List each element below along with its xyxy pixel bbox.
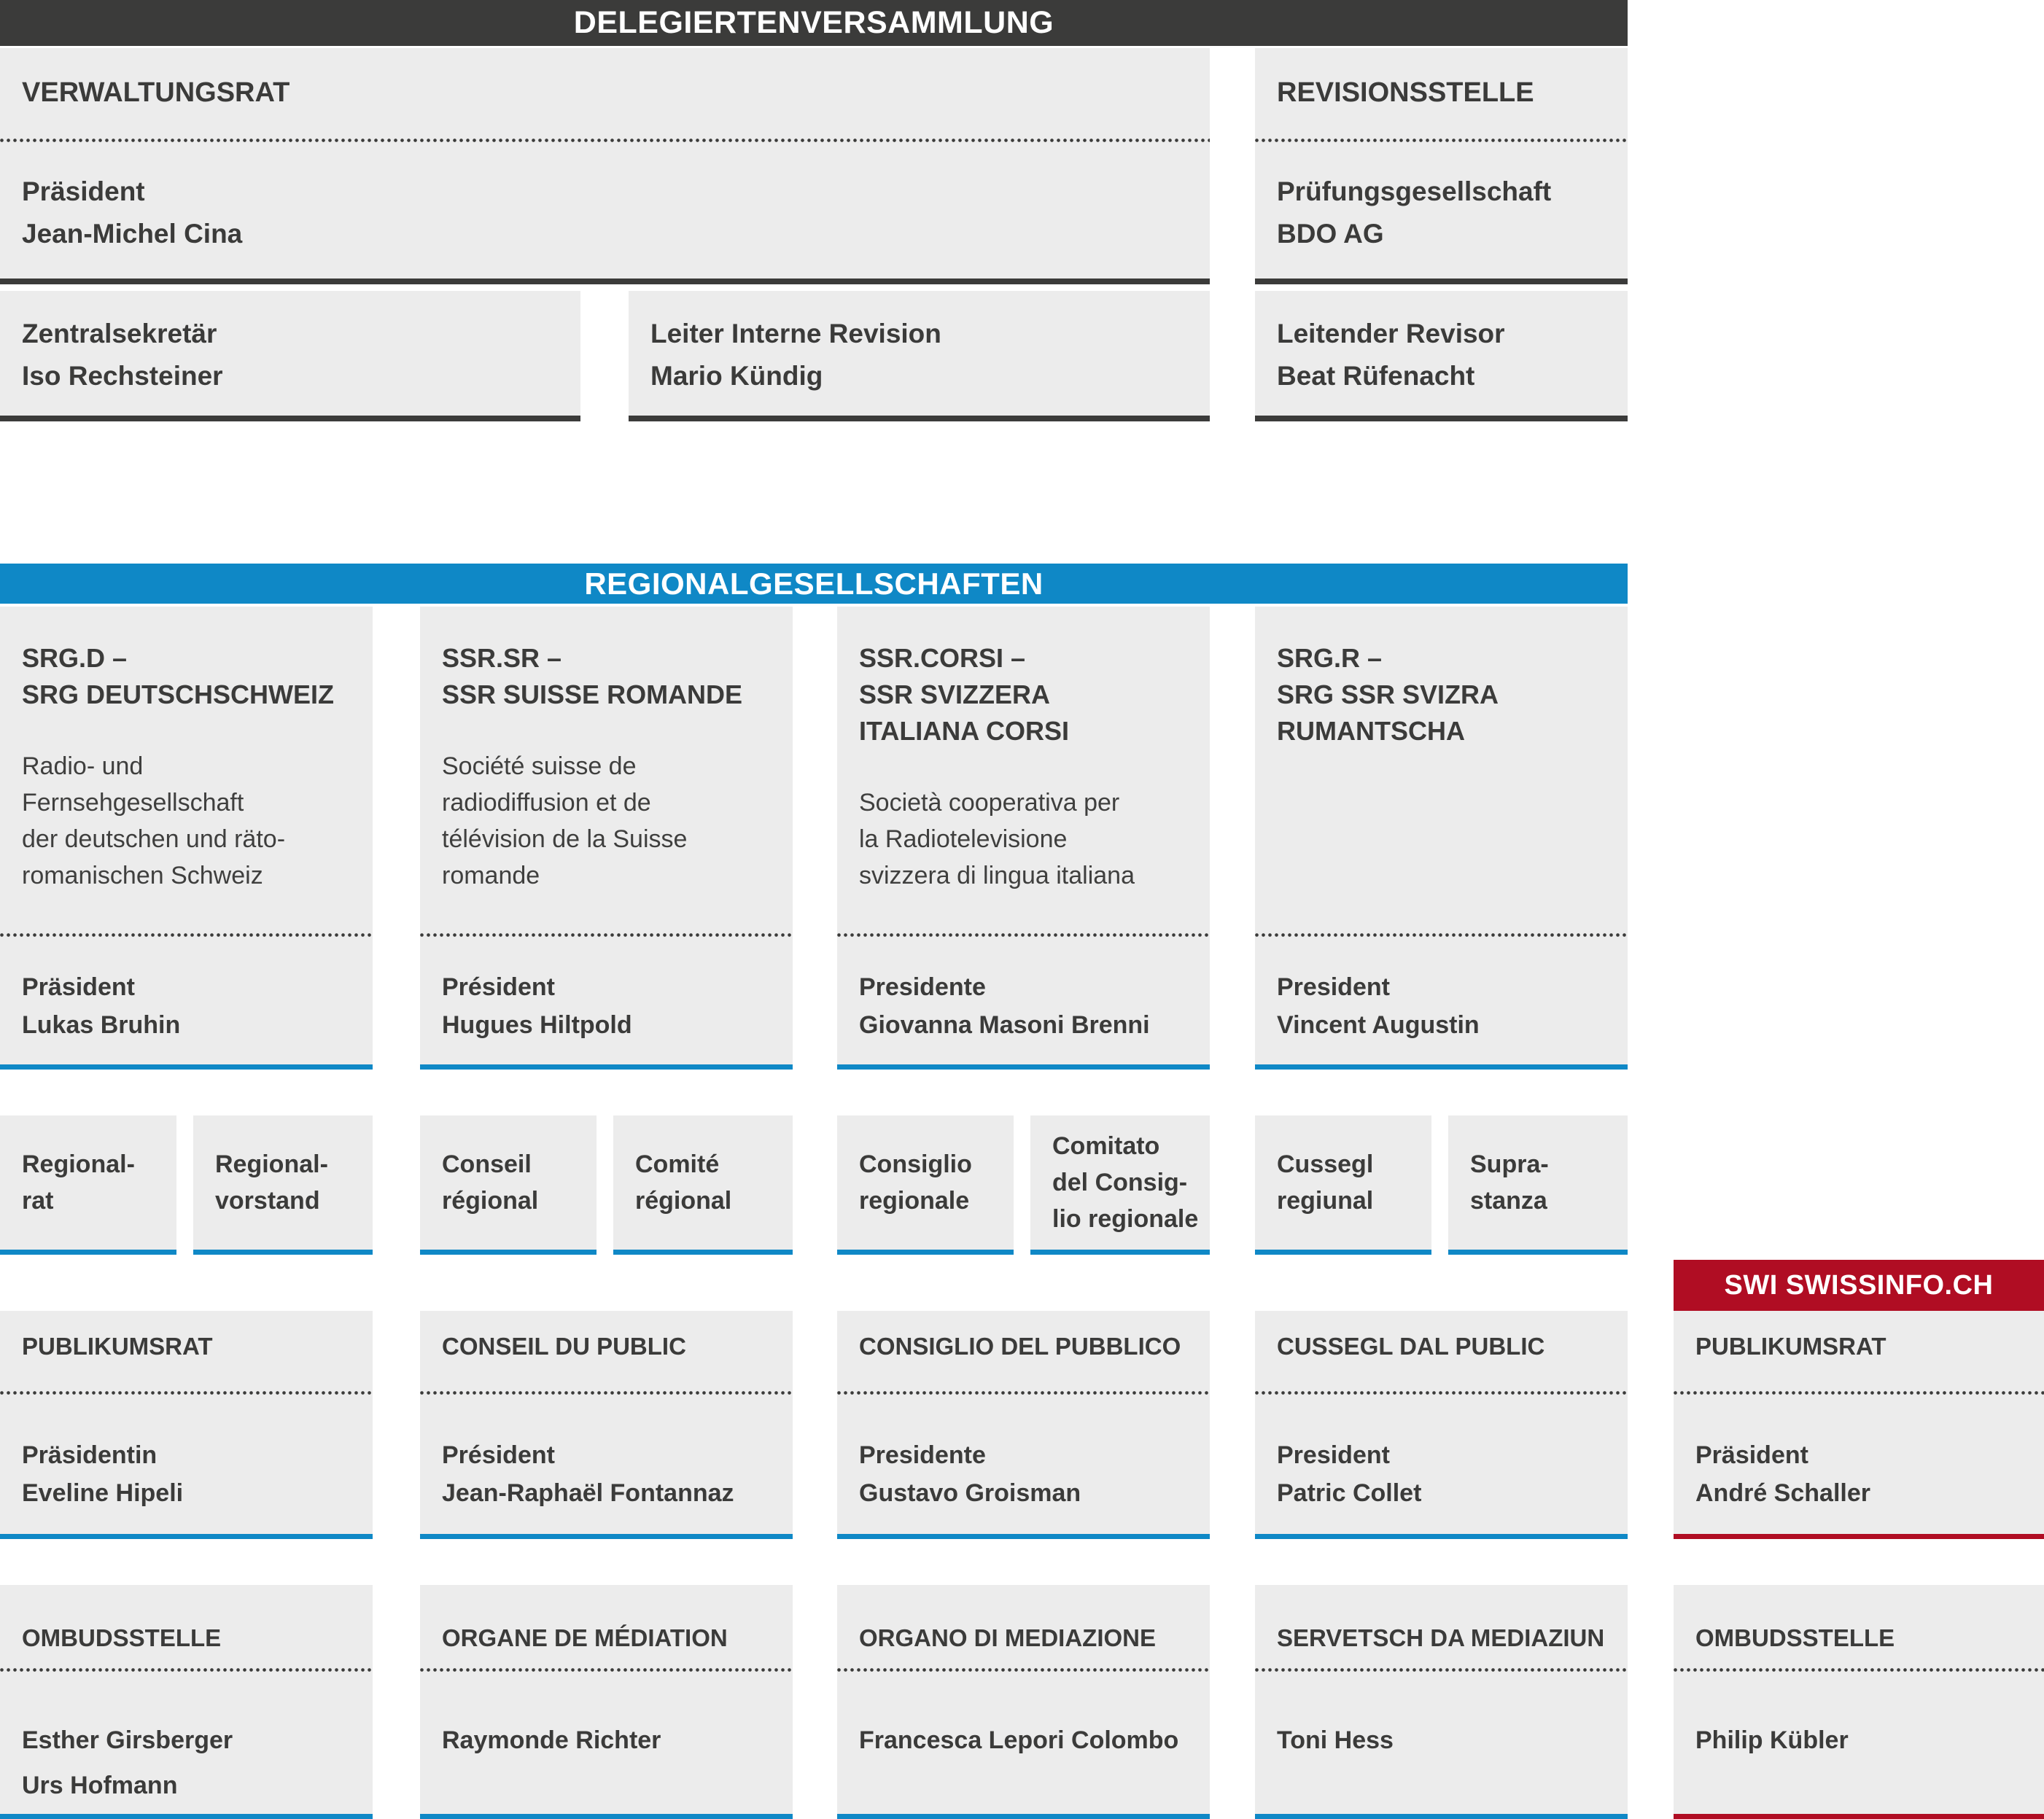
council-label: Conseil régional — [442, 1150, 539, 1215]
conseil-du-public-box: CONSEIL DU PUBLIC Président Jean-Raphaël… — [420, 1311, 793, 1539]
swissinfo-title: SWI SWISSINFO.CH — [1724, 1269, 1994, 1301]
company-title: SSR.SR – SSR SUISSE ROMANDE — [442, 643, 743, 709]
dotted-divider — [1255, 933, 1628, 937]
company-title: SRG.D – SRG DEUTSCHSCHWEIZ — [22, 643, 335, 709]
ombuds-names: Philip Kübler — [1695, 1726, 1849, 1754]
dotted-divider — [1255, 1391, 1628, 1395]
organo-di-mediazione-box: ORGANO DI MEDIAZIONE Francesca Lepori Co… — [837, 1585, 1210, 1819]
regional-companies-bar: REGIONALGESELLSCHAFTEN — [0, 564, 1628, 604]
council-label: Comitato del Consig- lio regionale — [1052, 1132, 1199, 1233]
public-council-title: CUSSEGL DAL PUBLIC — [1277, 1333, 1545, 1360]
company-title: SRG.R – SRG SSR SVIZRA RUMANTSCHA — [1277, 643, 1499, 746]
consiglio-del-pubblico-box: CONSIGLIO DEL PUBBLICO Presidente Gustav… — [837, 1311, 1210, 1539]
council-label: Regional- rat — [22, 1150, 135, 1215]
council-label: Cussegl regiunal — [1277, 1150, 1374, 1215]
delegates-assembly-bar: DELEGIERTENVERSAMMLUNG — [0, 0, 1628, 46]
company-president: President Vincent Augustin — [1277, 973, 1480, 1039]
council-label: Supra- stanza — [1470, 1150, 1549, 1215]
public-council-president: Presidente Gustavo Groisman — [859, 1441, 1081, 1507]
verwaltungsrat-box: VERWALTUNGSRAT Präsident Jean-Michel Cin… — [0, 48, 1210, 284]
dotted-divider — [1674, 1391, 2044, 1395]
council-box-conseil-regional: Conseil régional — [420, 1115, 597, 1255]
company-president: Président Hugues Hiltpold — [442, 973, 632, 1039]
public-council-title: CONSEIL DU PUBLIC — [442, 1333, 686, 1360]
council-box-consiglio-regionale: Consiglio regionale — [837, 1115, 1014, 1255]
company-box-ssrsr: SSR.SR – SSR SUISSE ROMANDE Société suis… — [420, 607, 793, 1070]
dotted-divider — [420, 933, 793, 937]
company-description: Radio- und Fernsehgesellschaft der deuts… — [22, 752, 286, 889]
publikumsrat-box-srgd: PUBLIKUMSRAT Präsidentin Eveline Hipeli — [0, 1311, 373, 1539]
ombuds-names: Raymonde Richter — [442, 1726, 661, 1754]
public-council-president: Präsident André Schaller — [1695, 1441, 1870, 1507]
zentralsekretaer-box: Zentralsekretär Iso Rechsteiner — [0, 291, 580, 421]
company-box-ssrcorsi: SSR.CORSI – SSR SVIZZERA ITALIANA CORSI … — [837, 607, 1210, 1070]
council-label: Comité régional — [635, 1150, 732, 1215]
dotted-divider — [837, 1391, 1210, 1395]
public-council-president: Präsidentin Eveline Hipeli — [22, 1441, 184, 1507]
dotted-divider — [1255, 139, 1628, 142]
council-box-regionalvorstand: Regional- vorstand — [193, 1115, 373, 1255]
interne-revision-box: Leiter Interne Revision Mario Kündig — [629, 291, 1210, 421]
council-box-comite-regional: Comité régional — [613, 1115, 793, 1255]
dotted-divider — [420, 1391, 793, 1395]
regional-companies-title: REGIONALGESELLSCHAFTEN — [584, 566, 1044, 601]
ombuds-names: Esther Girsberger Urs Hofmann — [22, 1726, 233, 1799]
company-title: SSR.CORSI – SSR SVIZZERA ITALIANA CORSI — [859, 643, 1069, 746]
servetsch-da-mediaziun-box: SERVETSCH DA MEDIAZIUN Toni Hess — [1255, 1585, 1628, 1819]
verwaltungsrat-president: Präsident Jean-Michel Cina — [22, 176, 243, 249]
dotted-divider — [0, 933, 373, 937]
revisionsstelle-title: REVISIONSSTELLE — [1277, 77, 1534, 108]
dotted-divider — [0, 139, 1210, 142]
leitender-revisor-detail: Leitender Revisor Beat Rüfenacht — [1277, 319, 1505, 391]
dotted-divider — [1255, 1668, 1628, 1672]
council-box-regionalrat: Regional- rat — [0, 1115, 176, 1255]
ombuds-title: SERVETSCH DA MEDIAZIUN — [1277, 1624, 1605, 1651]
ombuds-title: OMBUDSSTELLE — [1695, 1624, 1895, 1651]
ombuds-title: ORGANE DE MÉDIATION — [442, 1624, 728, 1651]
ombudsstelle-box-swissinfo: OMBUDSSTELLE Philip Kübler — [1674, 1585, 2044, 1819]
dotted-divider — [837, 933, 1210, 937]
public-council-president: President Patric Collet — [1277, 1441, 1422, 1507]
council-box-suprastanza: Supra- stanza — [1448, 1115, 1628, 1255]
council-box-cussegl-regiunal: Cussegl regiunal — [1255, 1115, 1431, 1255]
company-description: Société suisse de radiodiffusion et de t… — [442, 752, 688, 889]
ombuds-title: ORGANO DI MEDIAZIONE — [859, 1624, 1157, 1651]
council-box-comitato-consiglio: Comitato del Consig- lio regionale — [1030, 1115, 1210, 1255]
ombuds-title: OMBUDSSTELLE — [22, 1624, 222, 1651]
delegates-assembly-title: DELEGIERTENVERSAMMLUNG — [573, 5, 1054, 40]
leitender-revisor-box: Leitender Revisor Beat Rüfenacht — [1255, 291, 1628, 421]
publikumsrat-box-swissinfo: PUBLIKUMSRAT Präsident André Schaller — [1674, 1311, 2044, 1539]
council-label: Regional- vorstand — [215, 1150, 328, 1215]
verwaltungsrat-title: VERWALTUNGSRAT — [22, 77, 290, 108]
company-description: Società cooperativa per la Radiotelevisi… — [859, 789, 1135, 889]
organe-de-mediation-box: ORGANE DE MÉDIATION Raymonde Richter — [420, 1585, 793, 1819]
zentralsekretaer-detail: Zentralsekretär Iso Rechsteiner — [22, 319, 223, 391]
company-president: Präsident Lukas Bruhin — [22, 973, 181, 1039]
company-box-srgr: SRG.R – SRG SSR SVIZRA RUMANTSCHA Presid… — [1255, 607, 1628, 1070]
dotted-divider — [420, 1668, 793, 1672]
public-council-president: Président Jean-Raphaël Fontannaz — [442, 1441, 734, 1507]
swissinfo-bar: SWI SWISSINFO.CH — [1674, 1260, 2044, 1311]
dotted-divider — [837, 1668, 1210, 1672]
dotted-divider — [0, 1668, 373, 1672]
cussegl-dal-public-box: CUSSEGL DAL PUBLIC President Patric Coll… — [1255, 1311, 1628, 1539]
ombudsstelle-box-srgd: OMBUDSSTELLE Esther Girsberger Urs Hofma… — [0, 1585, 373, 1819]
public-council-title: PUBLIKUMSRAT — [1695, 1333, 1886, 1360]
dotted-divider — [1674, 1668, 2044, 1672]
council-label: Consiglio regionale — [859, 1150, 972, 1215]
public-council-title: PUBLIKUMSRAT — [22, 1333, 213, 1360]
dotted-divider — [0, 1391, 373, 1395]
company-box-srgd: SRG.D – SRG DEUTSCHSCHWEIZ Radio- und Fe… — [0, 607, 373, 1070]
revisionsstelle-detail: Prüfungsgesellschaft BDO AG — [1277, 176, 1552, 249]
ombuds-names: Toni Hess — [1277, 1726, 1394, 1754]
revisionsstelle-box: REVISIONSSTELLE Prüfungsgesellschaft BDO… — [1255, 48, 1628, 284]
public-council-title: CONSIGLIO DEL PUBBLICO — [859, 1333, 1181, 1360]
interne-revision-detail: Leiter Interne Revision Mario Kündig — [650, 319, 941, 391]
company-president: Presidente Giovanna Masoni Brenni — [859, 973, 1150, 1039]
ombuds-names: Francesca Lepori Colombo — [859, 1726, 1179, 1754]
